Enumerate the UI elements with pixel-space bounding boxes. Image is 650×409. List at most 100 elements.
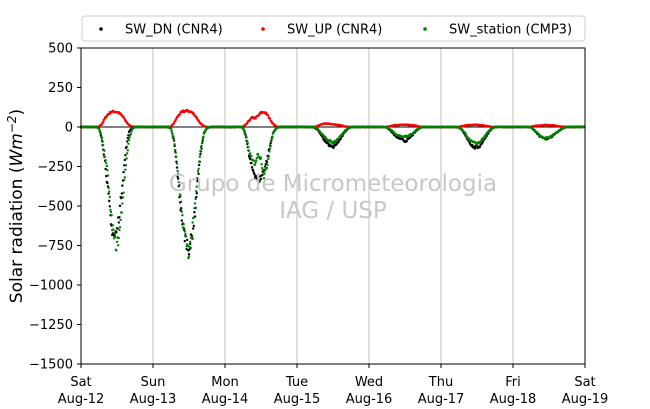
data-point xyxy=(478,145,482,148)
data-point xyxy=(111,223,115,227)
data-point xyxy=(126,136,129,140)
data-point xyxy=(259,177,263,181)
data-point xyxy=(266,163,269,166)
x-tick-label-date: Aug-16 xyxy=(346,392,393,407)
x-axis: Sat Aug-12 Sun Aug-13 Mon Aug-14 Tue Aug-15 Wed A… xyxy=(58,364,609,407)
data-point xyxy=(465,133,468,137)
y-tick-label: 0 xyxy=(65,121,73,136)
y-tick-label: −750 xyxy=(37,239,73,254)
data-point xyxy=(253,163,257,166)
data-point xyxy=(187,253,191,256)
data-point xyxy=(264,162,267,166)
data-point xyxy=(125,145,128,149)
data-point xyxy=(177,177,180,180)
data-point xyxy=(124,168,127,171)
data-point xyxy=(104,167,107,171)
data-point xyxy=(197,167,200,171)
data-point xyxy=(99,132,103,135)
x-tick-label-date: Aug-12 xyxy=(58,392,105,407)
y-tick-label: −1000 xyxy=(29,279,73,294)
data-point xyxy=(126,149,129,152)
watermark-line: IAG / USP xyxy=(279,198,387,224)
data-point xyxy=(480,140,483,143)
data-point xyxy=(130,130,133,133)
data-point xyxy=(195,190,198,193)
data-point xyxy=(180,219,183,222)
data-point xyxy=(195,192,198,195)
data-point xyxy=(201,139,204,142)
data-point xyxy=(120,192,124,195)
data-point xyxy=(102,120,105,124)
data-point xyxy=(122,170,125,174)
data-point xyxy=(102,143,105,147)
x-tick-label-day: Fri xyxy=(505,375,521,390)
x-tick-label-day: Wed xyxy=(355,375,383,390)
legend-marker xyxy=(261,27,265,31)
data-point xyxy=(122,191,125,194)
data-point xyxy=(100,136,104,140)
data-point xyxy=(194,197,197,201)
data-point xyxy=(243,130,246,133)
data-point xyxy=(178,112,182,116)
data-point xyxy=(189,246,192,250)
data-point xyxy=(110,213,113,217)
data-point xyxy=(198,163,201,167)
data-point xyxy=(192,227,195,230)
data-point xyxy=(115,240,119,244)
data-point xyxy=(181,213,184,217)
y-tick-label: −1500 xyxy=(29,358,73,373)
x-tick-label-date: Aug-13 xyxy=(130,392,177,407)
data-point xyxy=(173,144,176,148)
data-point xyxy=(268,150,271,153)
data-point xyxy=(246,142,249,145)
data-point xyxy=(176,169,179,173)
data-point xyxy=(175,162,179,165)
data-point xyxy=(249,157,252,161)
data-point xyxy=(127,138,131,142)
data-point xyxy=(123,178,126,182)
data-point xyxy=(185,247,188,251)
data-point xyxy=(175,155,178,159)
data-point xyxy=(118,216,121,219)
legend: SW_DN (CNR4) SW_UP (CNR4) SW_station (CMP3… xyxy=(81,15,586,42)
data-point xyxy=(198,155,201,158)
data-point xyxy=(187,255,191,258)
data-point xyxy=(249,152,252,155)
data-point xyxy=(177,181,180,184)
data-point xyxy=(265,166,269,170)
data-point xyxy=(101,140,104,143)
data-point xyxy=(105,174,108,178)
x-tick-label-date: Aug-15 xyxy=(274,392,321,407)
x-tick-label-date: Aug-19 xyxy=(562,392,609,407)
x-tick-label-day: Sun xyxy=(141,375,166,390)
data-point xyxy=(193,211,196,214)
data-point xyxy=(183,239,186,243)
data-point xyxy=(104,159,107,162)
data-point xyxy=(189,242,192,246)
data-point xyxy=(247,154,251,158)
data-point xyxy=(103,149,106,152)
data-point xyxy=(192,224,195,228)
data-point xyxy=(252,159,255,162)
data-point xyxy=(103,155,107,159)
data-point xyxy=(126,140,129,143)
legend-marker xyxy=(423,27,427,31)
data-point xyxy=(113,232,116,235)
data-point xyxy=(186,238,189,242)
data-point xyxy=(269,144,272,148)
data-point xyxy=(196,176,199,180)
data-point xyxy=(184,235,188,238)
data-point xyxy=(174,151,177,154)
y-axis-label: Solar radiation (Wm−2) xyxy=(5,109,27,303)
data-point xyxy=(195,195,198,199)
data-point xyxy=(256,152,260,156)
data-point xyxy=(244,134,248,137)
data-point xyxy=(183,227,186,230)
data-point xyxy=(180,200,183,204)
data-point xyxy=(405,140,408,143)
data-point xyxy=(192,112,195,115)
data-point xyxy=(183,230,186,233)
data-point xyxy=(106,181,109,185)
x-tick-label-date: Aug-14 xyxy=(202,392,249,407)
